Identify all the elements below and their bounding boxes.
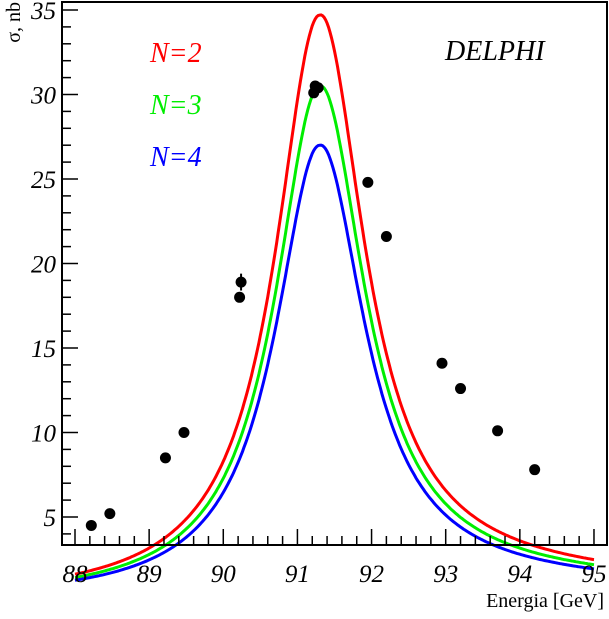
x-tick-label: 89 (137, 561, 163, 588)
data-point (492, 425, 504, 437)
y-axis-title: σ, nb (3, 2, 25, 43)
data-point (529, 464, 541, 476)
data-point (362, 176, 374, 188)
data-point (455, 383, 467, 395)
model-curves (74, 13, 595, 582)
x-axis-ticks (74, 529, 595, 545)
experiment-label: DELPHI (444, 36, 546, 67)
data-point (85, 519, 97, 531)
x-tick-label: 90 (211, 561, 237, 588)
data-point (234, 291, 246, 303)
plot-frame (61, 1, 608, 546)
legend-entry-n-3: N=3 (149, 90, 202, 121)
x-axis-title: Energia [GeV] (486, 590, 604, 612)
y-axis-ticks (62, 9, 78, 535)
x-tick-label: 88 (63, 561, 89, 588)
data-points (85, 80, 541, 531)
data-point (312, 82, 324, 94)
data-point (235, 276, 247, 288)
data-point (178, 427, 190, 438)
x-tick-label: 95 (581, 561, 606, 588)
x-tick-label: 93 (433, 561, 458, 588)
data-point (436, 357, 448, 369)
legend-entry-n-2: N=2 (149, 38, 202, 69)
curve-n-4 (74, 143, 595, 582)
data-point (104, 508, 116, 520)
curve-n-3 (74, 84, 595, 579)
data-point (159, 452, 171, 464)
y-tick-label: 35 (30, 0, 56, 25)
y-tick-label: 25 (31, 167, 56, 194)
y-tick-label: 30 (30, 83, 57, 110)
y-tick-label: 15 (31, 336, 56, 363)
legend-entry-n-4: N=4 (149, 142, 202, 173)
legend: N=2 N=3 N=4 (149, 38, 202, 173)
y-tick-label: 10 (31, 421, 57, 448)
x-tick-label: 92 (359, 561, 384, 588)
y-tick-label: 5 (44, 505, 57, 532)
y-tick-labels: 5 10 15 20 25 30 35 (30, 0, 57, 532)
x-tick-label: 94 (507, 561, 532, 588)
x-tick-labels: 88 89 90 91 92 93 94 95 (63, 561, 607, 588)
x-tick-label: 91 (285, 561, 310, 588)
y-tick-label: 20 (31, 252, 57, 279)
curve-n-2 (74, 13, 595, 576)
data-point (380, 230, 392, 242)
